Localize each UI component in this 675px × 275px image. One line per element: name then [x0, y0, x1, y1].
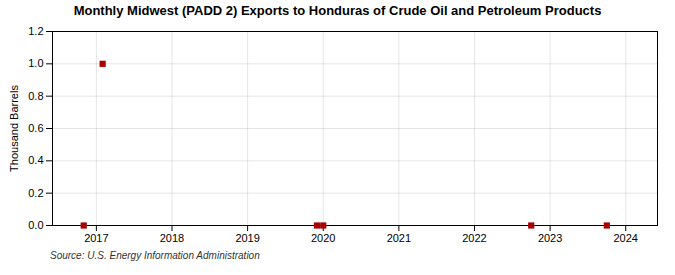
svg-text:2023: 2023 — [538, 232, 562, 244]
svg-text:0.0: 0.0 — [28, 219, 43, 231]
svg-text:2022: 2022 — [462, 232, 486, 244]
svg-text:1.2: 1.2 — [28, 25, 43, 37]
html-text:Source: U.S. Energy Informatio: Source: U.S. Energy Information Administ… — [50, 250, 260, 261]
svg-text:0.4: 0.4 — [28, 154, 43, 166]
html-text:Monthly Midwest (PADD 2) Expor: Monthly Midwest (PADD 2) Exports to Hond… — [73, 3, 602, 18]
svg-text:0.8: 0.8 — [28, 90, 43, 102]
svg-text:0.2: 0.2 — [28, 187, 43, 199]
svg-text:2017: 2017 — [84, 232, 108, 244]
svg-text:2021: 2021 — [387, 232, 411, 244]
svg-text:2018: 2018 — [160, 232, 184, 244]
svg-text:2020: 2020 — [311, 232, 335, 244]
svg-text:1.0: 1.0 — [28, 57, 43, 69]
svg-text:2024: 2024 — [613, 232, 637, 244]
svg-text:2019: 2019 — [235, 232, 259, 244]
svg-text:0.6: 0.6 — [28, 122, 43, 134]
svg-text:Thousand Barrels: Thousand Barrels — [8, 85, 20, 172]
